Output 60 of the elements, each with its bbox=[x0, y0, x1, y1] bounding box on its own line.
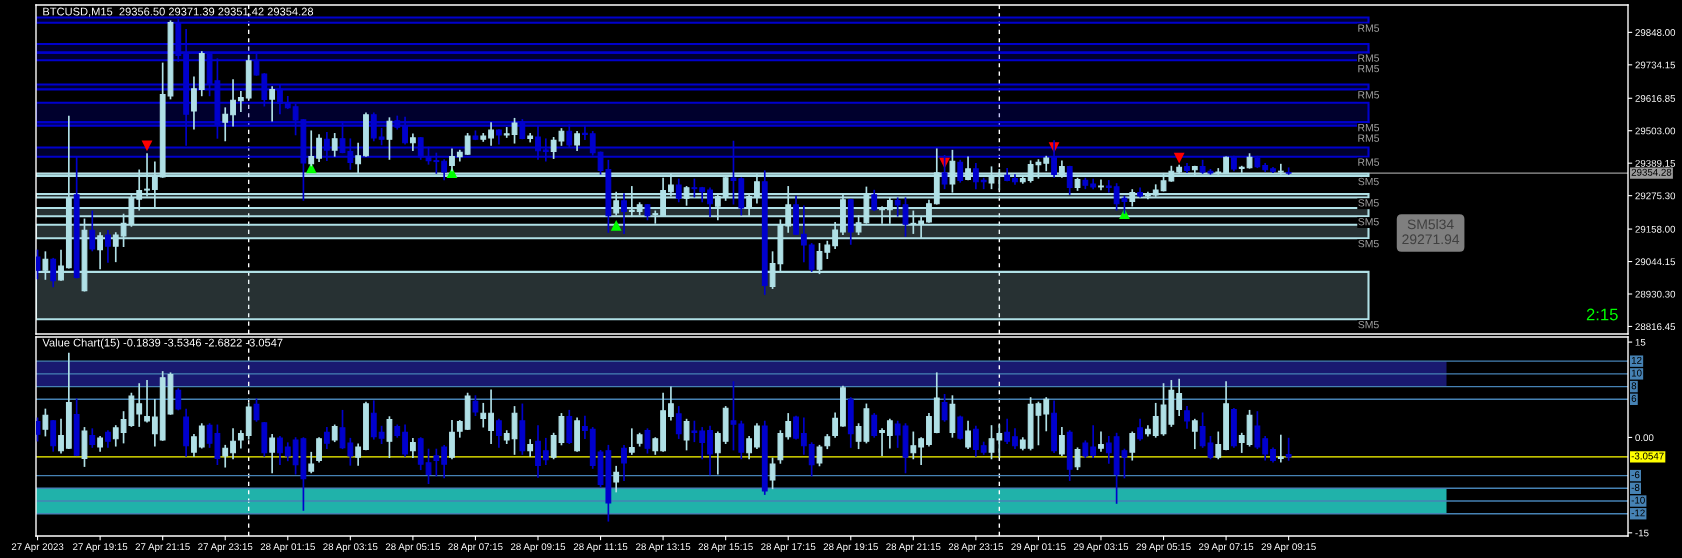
y-tick-label: 15 bbox=[1635, 338, 1646, 346]
x-tick-label: 29 Apr 05:15 bbox=[1136, 543, 1191, 553]
x-tick-label: 27 Apr 2023 bbox=[11, 543, 64, 553]
x-tick-label: 27 Apr 21:15 bbox=[135, 543, 190, 553]
band-label: SM5 bbox=[1358, 320, 1379, 329]
band-label: RM5 bbox=[1358, 91, 1380, 99]
ref-line-label: 6 bbox=[1631, 395, 1637, 402]
y-tick-label: 29389.15 bbox=[1635, 159, 1676, 167]
x-tick-label: 28 Apr 11:15 bbox=[573, 543, 628, 553]
band-label: SM5 bbox=[1358, 239, 1379, 248]
x-tick-label: 28 Apr 15:15 bbox=[698, 543, 753, 553]
y-tick-label: 28930.30 bbox=[1635, 290, 1676, 298]
x-tick-label: 29 Apr 03:15 bbox=[1073, 543, 1129, 553]
y-tick-label: 29158.00 bbox=[1635, 225, 1676, 233]
x-tick-label: 28 Apr 23:15 bbox=[948, 543, 1004, 553]
x-tick-label: 28 Apr 21:15 bbox=[886, 543, 941, 553]
chart-title: Value Chart(15) -0.1839 -3.5346 -2.6822 -3.0547 bbox=[42, 338, 283, 349]
x-tick-label: 28 Apr 17:15 bbox=[761, 543, 816, 553]
ref-line-label: -10 bbox=[1631, 496, 1645, 504]
band-label: RM5 bbox=[1358, 134, 1380, 142]
ref-line-label: -12 bbox=[1631, 509, 1645, 517]
ref-line-label: 12 bbox=[1631, 356, 1642, 364]
band-label: SM5 bbox=[1358, 199, 1379, 207]
y-tick-label: 0.00 bbox=[1635, 434, 1654, 442]
y-tick-label: 29044.15 bbox=[1635, 258, 1676, 266]
x-tick-label: 28 Apr 19:15 bbox=[823, 543, 878, 553]
band-label: RM5 bbox=[1358, 124, 1380, 132]
ref-line-label: -8 bbox=[1631, 484, 1640, 491]
band-label: RM5 bbox=[1358, 64, 1380, 73]
x-tick-label: 28 Apr 01:15 bbox=[260, 543, 315, 553]
band-label: RM5 bbox=[1358, 54, 1380, 62]
ref-line-label: 29354.28 bbox=[1631, 168, 1672, 176]
x-tick-label: 27 Apr 23:15 bbox=[198, 543, 253, 553]
ref-line-label: 8 bbox=[1631, 382, 1637, 390]
band-label: RM5 bbox=[1358, 24, 1380, 32]
y-tick-label: 28816.45 bbox=[1635, 323, 1676, 331]
x-tick-label: 28 Apr 13:15 bbox=[636, 543, 691, 553]
ref-line-label: -3.0547 bbox=[1631, 452, 1664, 460]
band-label: RM5 bbox=[1358, 158, 1380, 166]
ref-line-label: 10 bbox=[1631, 369, 1642, 377]
x-tick-label: 29 Apr 01:15 bbox=[1011, 543, 1066, 553]
y-tick-label: 29848.00 bbox=[1635, 29, 1676, 36]
y-tick-label: -15 bbox=[1635, 529, 1649, 537]
y-tick-label: 29616.85 bbox=[1635, 95, 1676, 102]
band-label: SM5 bbox=[1358, 177, 1379, 186]
annotation: 2:15 bbox=[1586, 308, 1618, 321]
x-tick-label: 28 Apr 03:15 bbox=[323, 543, 378, 553]
x-tick-label: 27 Apr 19:15 bbox=[73, 543, 128, 553]
y-tick-label: 29734.15 bbox=[1635, 61, 1676, 69]
x-tick-label: 28 Apr 07:15 bbox=[448, 543, 503, 553]
x-tick-label: 29 Apr 09:15 bbox=[1261, 543, 1316, 553]
x-tick-label: 29 Apr 07:15 bbox=[1199, 543, 1254, 553]
band-label: SM5 bbox=[1358, 218, 1379, 226]
x-tick-label: 28 Apr 09:15 bbox=[510, 543, 566, 553]
y-tick-label: 29503.00 bbox=[1635, 127, 1676, 135]
ref-line-label: -6 bbox=[1631, 471, 1640, 479]
annotation: SM5l34 29271.94 bbox=[1402, 219, 1460, 245]
x-tick-label: 28 Apr 05:15 bbox=[385, 543, 441, 553]
y-tick-label: 29275.30 bbox=[1635, 192, 1676, 200]
chart-title: BTCUSD,M15 29356.50 29371.39 29351.42 29354.28 bbox=[43, 7, 314, 17]
